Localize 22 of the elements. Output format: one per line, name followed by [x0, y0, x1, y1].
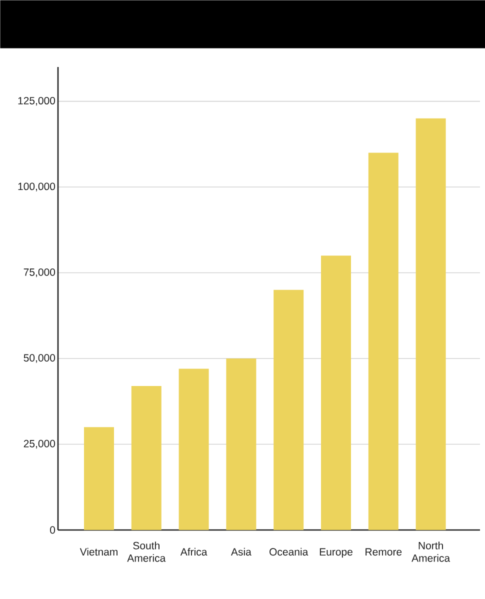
x-tick-label: Remore [366, 548, 402, 556]
y-tick-label: 0 [50, 526, 56, 534]
bar [178, 368, 209, 530]
y-tick-label: 50,000 [24, 354, 56, 363]
bar [416, 118, 446, 530]
x-tick-label: Europe [320, 548, 352, 558]
bar [226, 358, 256, 530]
bar [321, 256, 351, 530]
x-tick-label: Africa [180, 548, 208, 556]
x-tick-label: North America [412, 542, 450, 562]
y-tick-label: 25,000 [24, 440, 56, 449]
x-tick-label: South America [127, 542, 166, 562]
y-tick-label: 75,000 [24, 268, 56, 278]
bar [274, 290, 304, 530]
x-tick-label: Vietnam [80, 548, 118, 556]
y-tick-label: 125,000 [18, 96, 56, 106]
bar [84, 427, 114, 530]
x-tick-label: Asia [231, 548, 252, 556]
bar [368, 152, 398, 530]
bar [131, 386, 162, 530]
y-tick-label: 100,000 [18, 182, 56, 192]
x-tick-label: Oceania [270, 548, 308, 556]
